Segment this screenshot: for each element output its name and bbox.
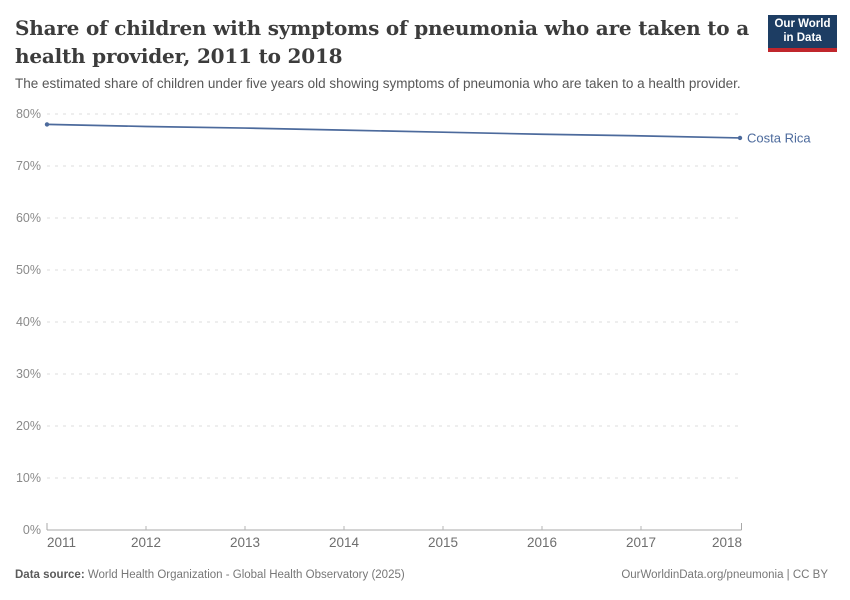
y-tick-label: 40% [16,315,41,329]
x-tick-label: 2011 [47,535,76,550]
owid-logo-line2: in Data [783,31,822,44]
trend-line[interactable] [46,123,741,139]
line-endpoint-marker [737,135,743,141]
y-tick-label: 30% [16,367,41,381]
chart-subtitle: The estimated share of children under fi… [15,76,741,91]
chart-footer: Data source: World Health Organization -… [15,568,828,583]
x-tick-label: 2018 [712,535,742,550]
entity-label[interactable]: Costa Rica [747,130,811,145]
x-tick-label: 2014 [329,535,360,550]
x-tick-label: 2017 [626,535,656,550]
owid-logo[interactable]: Our World in Data [768,15,837,52]
data-source-text: World Health Organization - Global Healt… [87,569,405,581]
x-tick-label: 2016 [527,535,557,550]
footer-citation-link[interactable]: OurWorldinData.org/pneumonia | CC BY [621,569,828,581]
y-tick-label: 0% [23,523,41,537]
chart-title: Share of children with symptoms of pneum… [15,16,749,68]
x-tick-label: 2013 [230,535,260,550]
y-tick-label: 20% [16,419,41,433]
x-tick-label: 2012 [131,535,161,550]
line-chart[interactable]: 0% 10% 20% 30% 40% 50% 60% 70% 80% 2011 2012 2013 20… [0,0,850,560]
line-endpoint-marker [44,122,50,127]
y-tick-label: 60% [16,211,41,225]
data-source-label: Data source: [15,569,85,581]
owid-logo-line1: Our World [774,18,831,30]
y-tick-label: 80% [16,107,41,121]
y-tick-label: 50% [16,263,41,277]
y-tick-label: 10% [16,471,41,485]
data-source-note: Data source: World Health Organization -… [15,568,405,583]
x-tick-label: 2015 [428,535,458,550]
y-tick-label: 70% [16,159,41,173]
